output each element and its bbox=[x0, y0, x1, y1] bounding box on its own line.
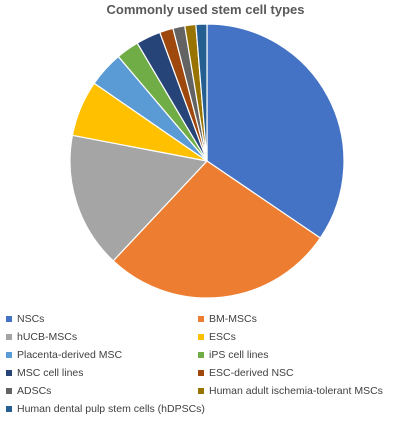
legend-swatch bbox=[6, 351, 12, 358]
legend-item: MSC cell lines bbox=[6, 365, 198, 380]
legend-item: hUCB-MSCs bbox=[6, 329, 198, 344]
legend-swatch bbox=[198, 369, 204, 376]
legend-item: BM-MSCs bbox=[198, 311, 410, 326]
legend-item: ADSCs bbox=[6, 383, 198, 398]
legend-item: Placenta-derived MSC bbox=[6, 347, 198, 362]
legend-label: ESC-derived NSC bbox=[209, 366, 294, 379]
legend-item: ESC-derived NSC bbox=[198, 365, 410, 380]
legend-swatch bbox=[198, 351, 204, 358]
pie-chart bbox=[69, 23, 345, 299]
legend-label: ESCs bbox=[209, 330, 236, 343]
legend-label: NSCs bbox=[17, 312, 45, 325]
pie-slice-bm-mscs bbox=[112, 160, 322, 299]
legend-swatch bbox=[6, 315, 12, 322]
legend-swatch bbox=[6, 387, 12, 394]
legend-label: Placenta-derived MSC bbox=[17, 348, 123, 361]
legend-label: BM-MSCs bbox=[209, 312, 257, 325]
legend-swatch bbox=[198, 315, 204, 322]
legend-label: ADSCs bbox=[17, 384, 52, 397]
chart-title: Commonly used stem cell types bbox=[106, 2, 305, 17]
legend-label: Human dental pulp stem cells (hDPSCs) bbox=[17, 402, 205, 415]
legend-label: iPS cell lines bbox=[209, 348, 269, 361]
pie-slice-human-dental-pulp-stem-cells-hdpscs bbox=[195, 23, 208, 162]
legend-swatch bbox=[6, 333, 12, 340]
legend: NSCs BM-MSCs hUCB-MSCs ESCs Placenta-derived… bbox=[6, 311, 410, 416]
legend-item: iPS cell lines bbox=[198, 347, 410, 362]
legend-swatch bbox=[6, 369, 12, 376]
legend-item: ESCs bbox=[198, 329, 410, 344]
legend-swatch bbox=[6, 405, 12, 412]
legend-label: hUCB-MSCs bbox=[17, 330, 78, 343]
legend-swatch bbox=[198, 333, 204, 340]
legend-label: MSC cell lines bbox=[17, 366, 84, 379]
legend-item: NSCs bbox=[6, 311, 198, 326]
legend-item: Human adult ischemia-tolerant MSCs bbox=[198, 383, 410, 398]
pie-slice-nscs bbox=[206, 23, 345, 239]
legend-swatch bbox=[198, 387, 204, 394]
pie-slice-hucb-mscs bbox=[69, 134, 209, 262]
legend-item: Human dental pulp stem cells (hDPSCs) bbox=[6, 401, 205, 416]
legend-label: Human adult ischemia-tolerant MSCs bbox=[209, 384, 383, 397]
